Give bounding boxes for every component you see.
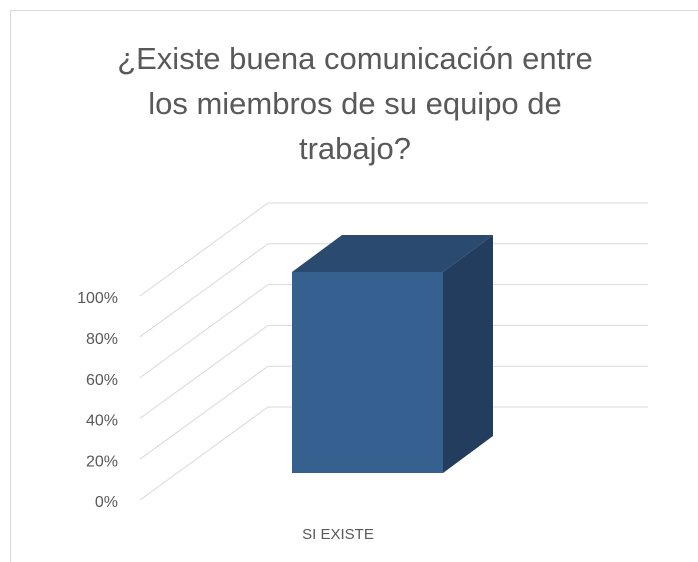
chart-title: ¿Existe buena comunicación entre los mie… (117, 41, 593, 166)
x-tick-label: SI EXISTE (302, 526, 374, 543)
grid-line (139, 202, 269, 297)
y-tick-label: 60% (86, 372, 118, 389)
grid-line (139, 284, 269, 379)
chart-border (10, 10, 698, 562)
grid-line (139, 406, 269, 501)
y-tick-label: 20% (86, 453, 118, 470)
bar-side (443, 235, 493, 473)
grid-line (139, 365, 269, 460)
bar (292, 272, 443, 473)
bar-top (292, 235, 493, 272)
y-tick-label: 40% (86, 413, 118, 430)
grid-line (139, 243, 269, 338)
y-tick-label: 0% (95, 494, 118, 511)
y-tick-label: 100% (77, 290, 118, 307)
grid-line (139, 324, 269, 419)
y-tick-label: 80% (86, 331, 118, 348)
